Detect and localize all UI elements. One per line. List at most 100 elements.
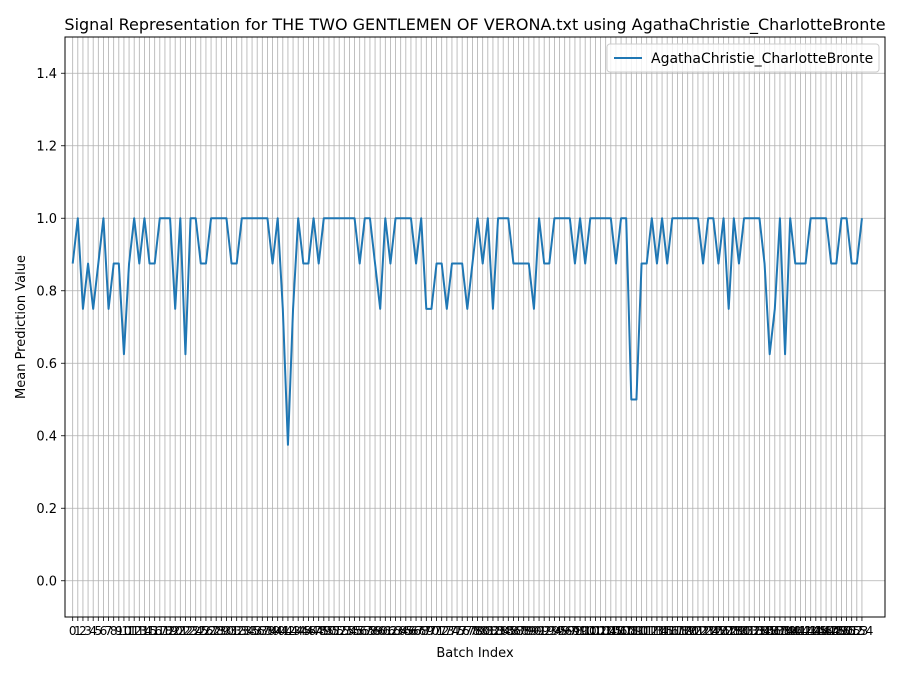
- x-tick-label: 56: [352, 624, 367, 638]
- x-tick-label: 139: [774, 624, 797, 638]
- x-tick-label: 122: [686, 624, 709, 638]
- x-tick-label: 135: [753, 624, 776, 638]
- x-tick-label: 12: [127, 624, 142, 638]
- x-tick-label: 92: [537, 624, 552, 638]
- x-tick-label: 98: [567, 624, 582, 638]
- x-tick-label: 21: [173, 624, 188, 638]
- x-tick-label: 107: [610, 624, 633, 638]
- x-tick-label: 100: [574, 624, 597, 638]
- x-tick-label: 123: [692, 624, 715, 638]
- x-tick-label: 96: [557, 624, 572, 638]
- x-tick-label: 87: [511, 624, 526, 638]
- x-tick-label: 50: [321, 624, 336, 638]
- x-tick-label: 2: [79, 624, 87, 638]
- y-axis-label: Mean Prediction Value: [14, 255, 29, 399]
- x-tick-label: 16: [147, 624, 162, 638]
- x-tick-label: 63: [388, 624, 403, 638]
- x-tick-label: 31: [224, 624, 239, 638]
- x-tick-label: 152: [840, 624, 863, 638]
- y-axis-ticks: 0.0 0.2 0.4 0.6 0.8 1.0 1.2 1.4: [36, 67, 65, 589]
- x-tick-label: 75: [449, 624, 464, 638]
- x-tick-label: 11: [121, 624, 136, 638]
- x-axis-ticks: 0123456789101112131415161718192021222324…: [69, 617, 873, 638]
- x-tick-label: 117: [661, 624, 684, 638]
- x-tick-label: 111: [630, 624, 653, 638]
- x-tick-label: 147: [815, 624, 838, 638]
- x-tick-label: 144: [799, 624, 822, 638]
- x-tick-label: 48: [311, 624, 326, 638]
- x-tick-label: 149: [825, 624, 848, 638]
- x-tick-label: 153: [845, 624, 868, 638]
- x-tick-label: 9: [115, 624, 123, 638]
- x-tick-label: 38: [260, 624, 275, 638]
- x-tick-label: 95: [552, 624, 567, 638]
- x-tick-label: 57: [357, 624, 372, 638]
- x-tick-label: 129: [722, 624, 745, 638]
- x-tick-label: 29: [214, 624, 229, 638]
- chart-title: Signal Representation for THE TWO GENTLE…: [64, 15, 885, 35]
- y-tick-label: 0.2: [36, 502, 57, 517]
- x-tick-label: 7: [105, 624, 113, 638]
- x-tick-label: 134: [748, 624, 771, 638]
- y-tick-label: 1.4: [36, 67, 57, 82]
- x-tick-label: 79: [470, 624, 485, 638]
- x-tick-label: 67: [408, 624, 423, 638]
- x-tick-label: 101: [579, 624, 602, 638]
- x-tick-label: 65: [398, 624, 413, 638]
- x-tick-label: 114: [645, 624, 668, 638]
- x-tick-label: 145: [804, 624, 827, 638]
- x-tick-label: 22: [178, 624, 193, 638]
- x-tick-label: 36: [250, 624, 265, 638]
- x-tick-label: 19: [162, 624, 177, 638]
- x-tick-label: 110: [625, 624, 648, 638]
- x-tick-label: 37: [255, 624, 270, 638]
- x-tick-label: 53: [337, 624, 352, 638]
- x-tick-label: 143: [794, 624, 817, 638]
- x-tick-label: 94: [547, 624, 562, 638]
- x-tick-label: 24: [188, 624, 203, 638]
- x-axis-label: Batch Index: [436, 646, 514, 661]
- x-tick-label: 51: [326, 624, 341, 638]
- x-tick-label: 146: [809, 624, 832, 638]
- x-tick-label: 61: [378, 624, 393, 638]
- x-tick-label: 60: [373, 624, 388, 638]
- x-tick-label: 130: [727, 624, 750, 638]
- y-tick-label: 0.4: [36, 429, 57, 444]
- x-tick-label: 26: [198, 624, 213, 638]
- x-tick-label: 33: [234, 624, 249, 638]
- series-line: [71, 217, 863, 446]
- x-tick-label: 148: [820, 624, 843, 638]
- x-tick-label: 108: [615, 624, 638, 638]
- x-tick-label: 0: [69, 624, 77, 638]
- x-tick-label: 20: [168, 624, 183, 638]
- x-tick-label: 54: [342, 624, 357, 638]
- x-tick-label: 69: [419, 624, 434, 638]
- x-tick-label: 70: [424, 624, 439, 638]
- x-tick-label: 25: [193, 624, 208, 638]
- x-tick-label: 72: [434, 624, 449, 638]
- legend-label: AgathaChristie_CharlotteBronte: [651, 51, 873, 67]
- x-tick-label: 13: [132, 624, 147, 638]
- x-tick-label: 55: [347, 624, 362, 638]
- x-tick-label: 136: [758, 624, 781, 638]
- x-tick-label: 133: [743, 624, 766, 638]
- x-tick-label: 124: [697, 624, 720, 638]
- legend-box: [606, 43, 880, 73]
- x-grid: [72, 37, 863, 617]
- legend: AgathaChristie_CharlotteBronte: [606, 43, 880, 73]
- x-tick-label: 47: [306, 624, 321, 638]
- x-tick-label: 27: [203, 624, 218, 638]
- x-tick-label: 28: [209, 624, 224, 638]
- x-tick-label: 34: [239, 624, 254, 638]
- x-tick-label: 30: [219, 624, 234, 638]
- x-tick-label: 116: [656, 624, 679, 638]
- x-tick-label: 121: [681, 624, 704, 638]
- x-tick-label: 62: [383, 624, 398, 638]
- x-tick-label: 103: [589, 624, 612, 638]
- x-tick-label: 68: [414, 624, 429, 638]
- x-tick-label: 3: [84, 624, 92, 638]
- x-tick-label: 45: [296, 624, 311, 638]
- x-tick-label: 106: [604, 624, 627, 638]
- x-tick-label: 81: [480, 624, 495, 638]
